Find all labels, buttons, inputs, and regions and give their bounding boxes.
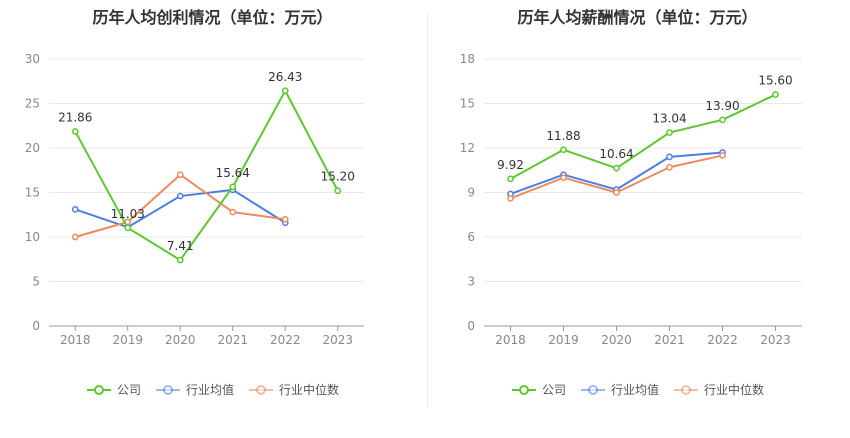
legend-item[interactable]: 行业中位数 — [673, 381, 764, 398]
salary-plot: 0 3 6 9 12 15 18 2018 2019 2020 2021 2022 2023 9.92 11… — [460, 52, 802, 347]
data-point — [281, 215, 289, 223]
x-tick-label: 2018 — [60, 333, 91, 347]
y-tick-label: 6 — [467, 230, 475, 244]
chart-title: 历年人均薪酬情况（单位：万元） — [517, 8, 758, 27]
legend-label: 行业中位数 — [279, 383, 340, 397]
profit-per-capita-chart: 历年人均创利情况（单位：万元） 0 5 10 15 20 25 30 2018 2019 2020… — [0, 8, 425, 398]
x-tick-label: 2021 — [654, 333, 685, 347]
data-point — [507, 175, 514, 183]
x-tick-label: 2018 — [495, 333, 526, 347]
series-line-2 — [74, 173, 286, 238]
x-tick-label: 2020 — [601, 333, 632, 347]
x-tick-label: 2021 — [217, 333, 248, 347]
x-tick-label: 2019 — [548, 333, 579, 347]
y-tick-label: 15 — [460, 97, 475, 111]
data-point — [176, 256, 184, 264]
data-point — [666, 163, 673, 171]
y-tick-label: 3 — [467, 275, 475, 289]
data-point — [71, 128, 79, 135]
legend-item[interactable]: 公司 — [511, 381, 566, 398]
data-label: 13.90 — [705, 99, 739, 113]
legend-label: 公司 — [116, 383, 141, 397]
legend: 公司 行业均值 行业中位数 — [425, 381, 850, 398]
data-point — [281, 87, 289, 95]
data-label: 15.64 — [216, 166, 250, 180]
data-point — [229, 183, 237, 191]
legend-marker — [587, 384, 598, 395]
data-point — [719, 152, 726, 159]
legend-swatch — [86, 384, 111, 395]
y-tick-label: 25 — [25, 97, 40, 111]
data-point — [613, 189, 620, 196]
data-point — [334, 187, 342, 195]
legend-item[interactable]: 行业均值 — [155, 381, 234, 398]
series-line-0 — [510, 93, 776, 180]
data-label: 11.88 — [546, 129, 580, 143]
legend-swatch — [674, 384, 698, 395]
legend-item[interactable]: 行业均值 — [580, 381, 659, 398]
y-tick-label: 10 — [25, 230, 40, 244]
data-point — [71, 206, 79, 213]
data-point — [772, 91, 779, 98]
data-point — [719, 116, 726, 124]
legend-label: 行业均值 — [610, 383, 659, 397]
data-point — [560, 174, 567, 182]
x-tick-label: 2023 — [760, 333, 791, 347]
data-point — [229, 208, 237, 216]
data-point — [666, 129, 673, 136]
legend-item[interactable]: 行业中位数 — [248, 381, 339, 398]
data-point — [507, 195, 514, 202]
y-tick-label: 15 — [25, 186, 40, 200]
data-point — [176, 192, 184, 200]
data-label: 15.20 — [321, 170, 355, 184]
y-tick-label: 5 — [32, 275, 40, 289]
data-label: 13.04 — [652, 112, 686, 126]
y-tick-label: 0 — [467, 319, 475, 333]
x-tick-label: 2023 — [322, 333, 353, 347]
y-tick-label: 18 — [460, 52, 475, 66]
legend-swatch — [511, 384, 536, 395]
chart-title: 历年人均创利情况（单位：万元） — [92, 8, 333, 27]
legend-label: 行业均值 — [185, 383, 234, 397]
data-label: 26.43 — [268, 70, 302, 84]
panel-divider — [427, 12, 428, 408]
data-point — [124, 224, 132, 232]
x-tick-label: 2022 — [707, 333, 738, 347]
data-label: 10.64 — [599, 147, 633, 161]
legend-marker — [162, 384, 173, 395]
legend-swatch — [155, 384, 180, 395]
salary-per-capita-chart: 历年人均薪酬情况（单位：万元） 0 3 6 9 12 15 18 2018 2019 2020 20… — [425, 0, 850, 438]
data-label: 15.60 — [758, 74, 792, 88]
x-tick-label: 2020 — [165, 333, 196, 347]
legend-label: 行业中位数 — [704, 383, 765, 397]
y-tick-label: 20 — [25, 141, 40, 155]
x-tick-label: 2022 — [270, 333, 301, 347]
legend-marker — [93, 384, 104, 395]
y-tick-label: 9 — [467, 186, 475, 200]
legend: 公司 行业均值 行业中位数 — [0, 381, 425, 398]
data-point — [613, 164, 620, 172]
legend-marker — [256, 384, 266, 395]
legend-marker — [518, 384, 529, 395]
legend-swatch — [580, 384, 605, 395]
legend-label: 公司 — [541, 383, 566, 397]
data-point — [560, 146, 567, 154]
data-label: 7.41 — [167, 239, 194, 253]
data-label: 11.03 — [111, 207, 145, 221]
data-label: 9.92 — [497, 158, 524, 172]
data-label: 21.86 — [58, 110, 92, 124]
legend-marker — [681, 384, 691, 395]
data-point — [71, 233, 79, 241]
y-tick-label: 0 — [32, 319, 40, 333]
x-tick-label: 2019 — [112, 333, 143, 347]
data-point — [666, 153, 673, 161]
series-line-0 — [74, 89, 339, 262]
data-point — [176, 171, 184, 179]
y-tick-label: 12 — [460, 141, 475, 155]
legend-swatch — [249, 384, 273, 395]
profit-plot: 0 5 10 15 20 25 30 2018 2019 2020 2021 2022 2023 21.8… — [25, 52, 364, 347]
y-tick-label: 30 — [25, 52, 40, 66]
legend-item[interactable]: 公司 — [86, 381, 141, 398]
